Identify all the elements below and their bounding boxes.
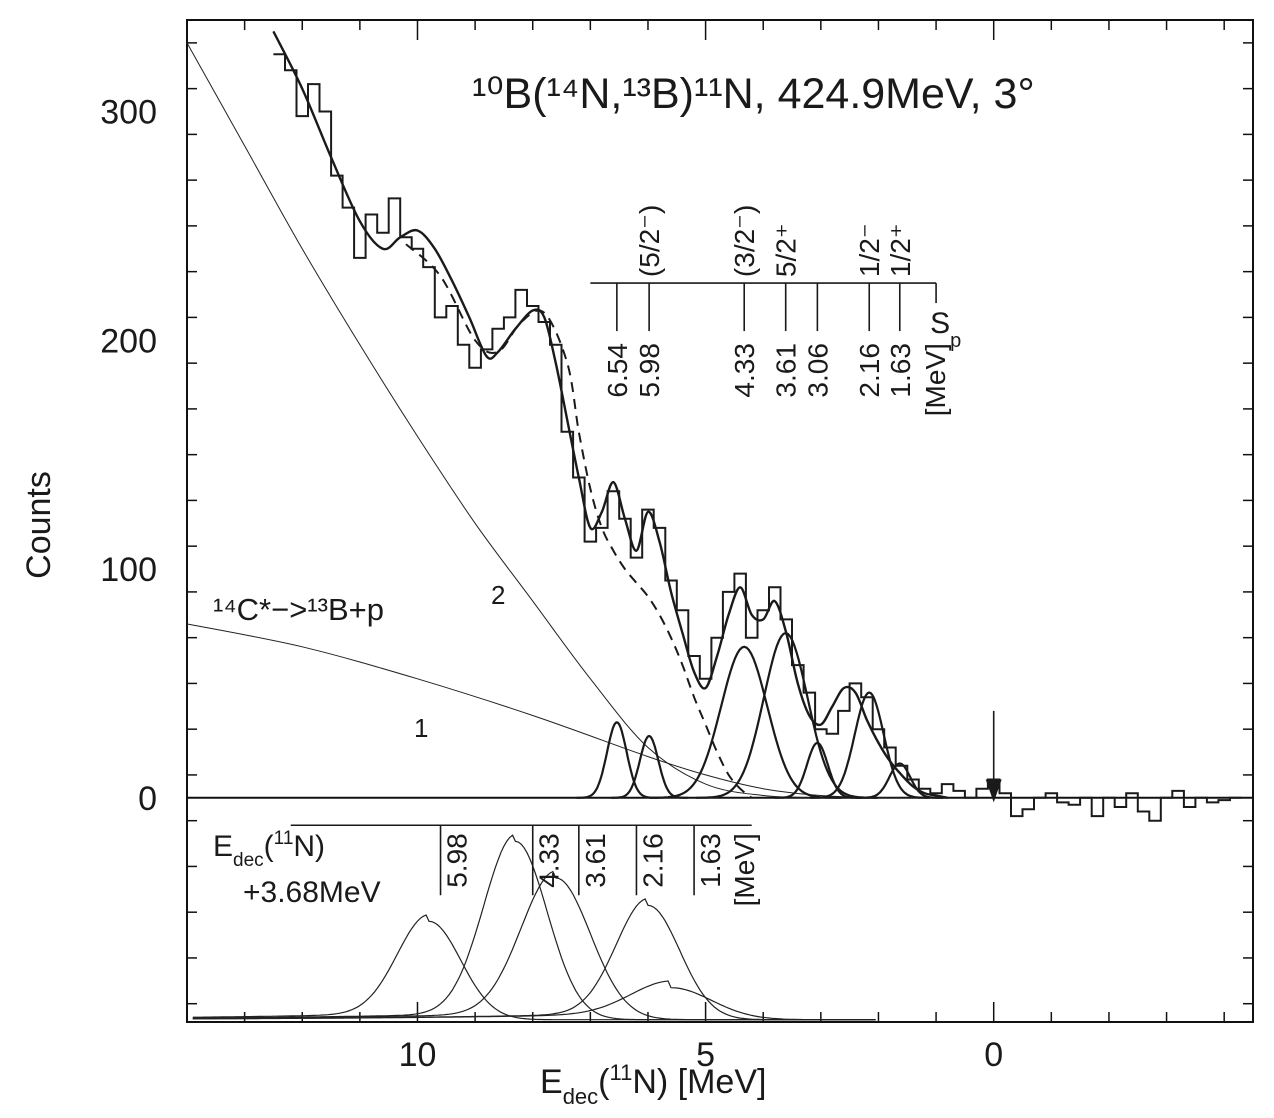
x-tick-labels: 10 5 0 — [399, 1036, 1004, 1074]
y-tick-label: 300 — [100, 94, 157, 132]
fit-layer — [272, 30, 948, 799]
edec-label-main: E — [213, 830, 233, 863]
y-tick-label: 0 — [138, 780, 157, 818]
lower-level-scale: 5.98 4.33 3.61 2.16 1.63 [MeV] — [290, 824, 760, 906]
curve-label-1: 1 — [414, 713, 428, 743]
lower-peak-5.6 — [192, 980, 876, 1021]
x-axis-label-sup: 11 — [610, 1060, 633, 1085]
x-tick-label: 10 — [399, 1036, 437, 1074]
edec-label-sub: dec — [233, 850, 264, 871]
x-axis-label-sub: dec — [563, 1084, 598, 1109]
peak-6.54 — [576, 721, 658, 799]
lower-level-unit-label: [MeV] — [729, 833, 760, 906]
y-axis-label: Counts — [20, 471, 58, 579]
background-curve-2 — [186, 42, 821, 799]
x-axis-label: Edec(11N) [MeV] — [540, 1060, 766, 1109]
peak-4.33 — [649, 645, 841, 799]
sp-arrow-head — [985, 779, 1002, 803]
y-tick-label: 100 — [100, 551, 157, 589]
lower-peak-6 — [192, 898, 876, 1021]
sp-arrow — [985, 710, 1002, 803]
lower-peak-9.8 — [192, 914, 876, 1021]
level-unit-label: [MeV] — [920, 343, 951, 416]
edec-label-sup: 11 — [274, 828, 294, 849]
level-energy-3.61: 3.61 — [771, 343, 802, 398]
level-spin-3.61: 5/2⁺ — [771, 223, 802, 277]
x-tick-label: 0 — [984, 1036, 1003, 1074]
plot-frame — [186, 19, 1254, 1023]
chart-title: ¹⁰B(¹⁴N,¹³B)¹¹N, 424.9MeV, 3° — [472, 70, 1035, 118]
level-spin-1.63: 1/2⁺ — [885, 223, 916, 277]
histogram-layer — [273, 53, 1242, 822]
sp-label-main: S — [930, 307, 950, 340]
data-histogram — [273, 53, 1242, 822]
level-scheme: 6.54 5.98 (5/2⁻) 4.33 (3/2⁻) 3.61 5/2⁺ 3.06 2.16… — [590, 205, 961, 416]
sp-label-sub: p — [950, 330, 961, 352]
y-tick-labels: 0 100 200 300 — [100, 94, 157, 818]
fitted-peaks — [576, 631, 944, 799]
level-spin-5.98: (5/2⁻) — [634, 205, 665, 277]
x-axis-label-open: ( — [598, 1063, 610, 1101]
lower-level-energy-1.63: 1.63 — [695, 833, 726, 888]
level-energy-4.33: 4.33 — [729, 343, 760, 398]
x-axis-label-main: E — [540, 1063, 563, 1101]
total-fit-curve — [272, 30, 948, 799]
x-tick-label: 5 — [696, 1036, 715, 1074]
x-axis-label-rest: N) [MeV] — [632, 1063, 766, 1101]
lower-panel-curves — [192, 834, 876, 1021]
level-energy-5.98: 5.98 — [634, 343, 665, 398]
background-curve-1 — [186, 623, 937, 799]
edec-label-open: ( — [264, 830, 274, 863]
peak-2.16 — [810, 691, 930, 799]
lower-level-energy-4.33: 4.33 — [534, 833, 565, 888]
y-tick-label: 200 — [100, 322, 157, 360]
reaction-label: ¹⁴C*−>¹³B+p — [213, 592, 384, 627]
edec-offset-label: +3.68MeV — [243, 876, 381, 909]
peak-5.98 — [611, 734, 688, 799]
peak-1.63 — [857, 762, 944, 799]
lower-level-energy-2.16: 2.16 — [637, 833, 668, 888]
level-spin-4.33: (3/2⁻) — [729, 205, 760, 277]
level-energy-2.16: 2.16 — [854, 343, 885, 398]
background-curves — [186, 42, 937, 799]
edec-label-rest: N) — [293, 830, 325, 863]
level-energy-6.54: 6.54 — [602, 343, 633, 398]
peak-3.06 — [774, 741, 861, 799]
edec-label: Edec(11N) — [213, 828, 325, 871]
level-spin-2.16: 1/2⁻ — [854, 223, 885, 277]
lower-level-energy-3.61: 3.61 — [580, 833, 611, 888]
dashed-continuum-curve — [405, 243, 753, 799]
peak-3.61 — [695, 631, 878, 799]
level-energy-1.63: 1.63 — [885, 343, 916, 398]
level-energy-3.06: 3.06 — [802, 343, 833, 398]
curve-label-2: 2 — [491, 580, 505, 610]
sp-label: Sp — [930, 307, 961, 352]
lower-level-energy-5.98: 5.98 — [442, 833, 473, 888]
